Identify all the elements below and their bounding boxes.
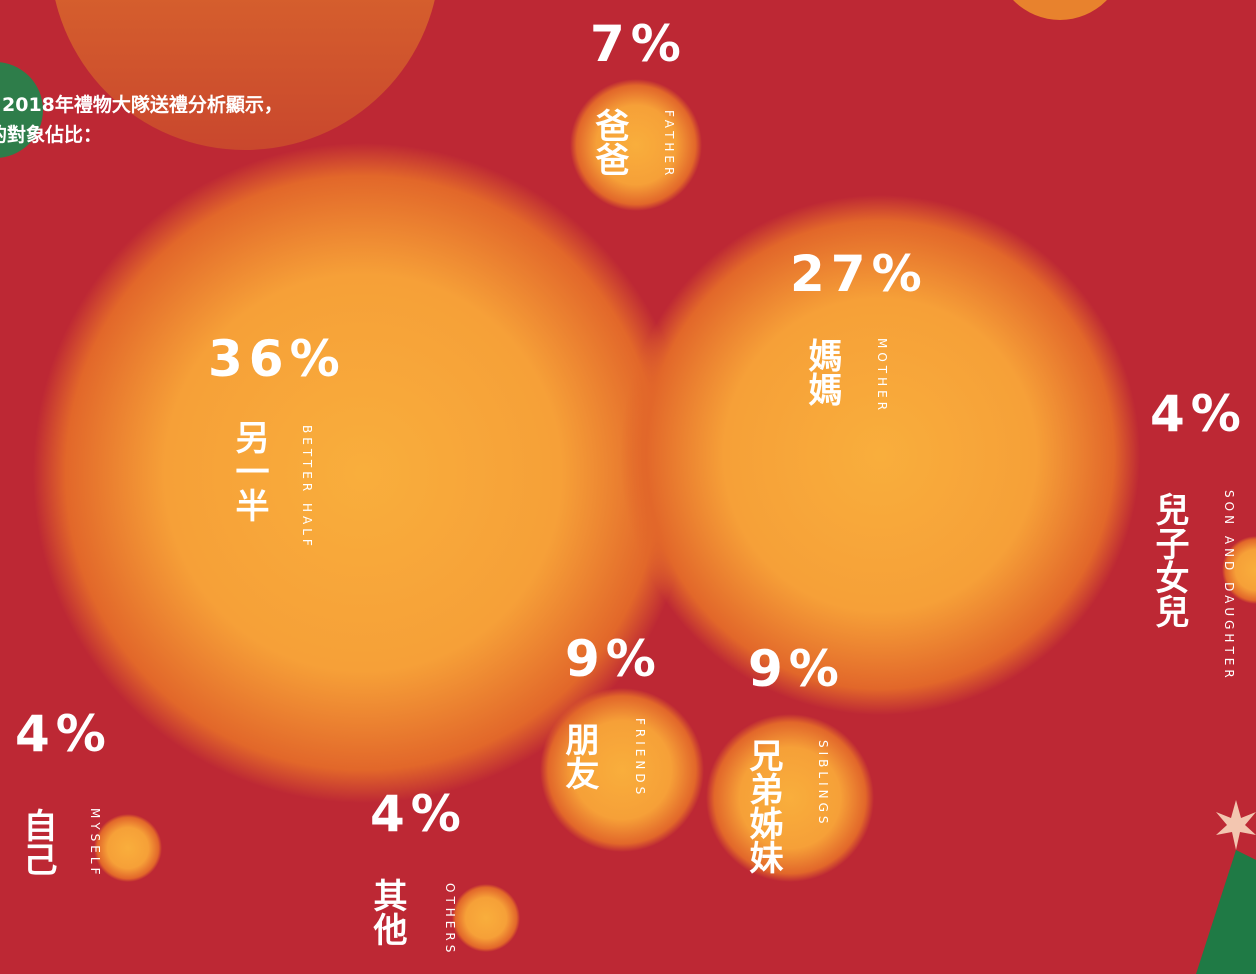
english-label: MOTHER bbox=[875, 338, 889, 414]
decor-circle bbox=[995, 0, 1125, 20]
value-label: 4% bbox=[370, 785, 467, 843]
english-label: MYSELF bbox=[88, 808, 102, 878]
bubble bbox=[706, 714, 874, 882]
english-label: OTHERS bbox=[443, 883, 457, 956]
value-label: 27% bbox=[790, 245, 928, 303]
value-label: 9% bbox=[748, 640, 845, 698]
category-label: 其他 bbox=[370, 878, 404, 946]
value-label: 4% bbox=[1150, 385, 1247, 443]
bubble bbox=[94, 814, 162, 882]
category-label: 爸爸 bbox=[592, 108, 626, 176]
english-label: BETTER HALF bbox=[300, 425, 314, 550]
value-label: 4% bbox=[15, 705, 112, 763]
category-label: 媽媽 bbox=[805, 338, 839, 406]
english-label: SIBLINGS bbox=[816, 740, 830, 828]
english-label: SON AND DAUGHTER bbox=[1222, 490, 1236, 682]
bubble bbox=[452, 884, 520, 952]
category-label: 朋友 bbox=[562, 722, 596, 790]
english-label: FATHER bbox=[662, 110, 676, 179]
category-label: 兒子女兒 bbox=[1152, 492, 1186, 628]
value-label: 36% bbox=[208, 330, 346, 388]
infographic: 2018年禮物大隊送禮分析顯示， 的對象佔比： 36% 另一半 BETTER HAL… bbox=[0, 0, 1256, 974]
category-label: 兄弟姊妹 bbox=[746, 738, 780, 874]
intro-text: 2018年禮物大隊送禮分析顯示， bbox=[2, 90, 283, 117]
category-label: 另一半 bbox=[232, 420, 266, 522]
tree bbox=[1196, 800, 1256, 974]
value-label: 7% bbox=[590, 15, 687, 73]
english-label: FRIENDS bbox=[633, 718, 647, 798]
category-label: 自己 bbox=[20, 808, 54, 876]
decor-circle bbox=[50, 0, 440, 150]
intro-text: 的對象佔比： bbox=[0, 120, 102, 147]
value-label: 9% bbox=[565, 630, 662, 688]
